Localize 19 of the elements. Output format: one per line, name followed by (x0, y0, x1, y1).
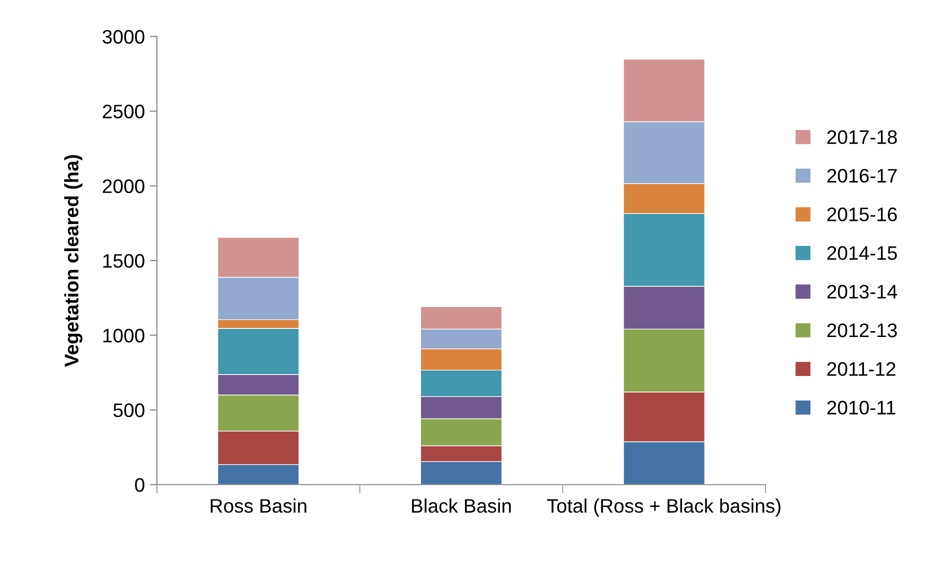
y-tick-label: 2500 (102, 104, 144, 118)
x-tick-label: Ross Basin (210, 498, 306, 513)
y-tick-label: 3000 (102, 30, 144, 44)
legend-label: 2016-17 (827, 168, 897, 183)
y-tick-label: 1000 (103, 328, 144, 342)
legend-label: 2015-16 (827, 208, 897, 222)
x-tick-label: Black Basin (412, 498, 511, 513)
y-tick-label: 0 (135, 478, 144, 492)
legend-label: 2017-18 (827, 130, 897, 144)
y-axis-title: Vegetation cleared (ha) (64, 155, 82, 367)
y-tick-label: 2000 (102, 179, 144, 194)
x-tick-label: Total (Ross + Black basins) (547, 498, 780, 517)
y-tick-label: 1500 (103, 254, 144, 268)
legend-label: 2010-11 (827, 400, 896, 415)
y-tick-label: 500 (113, 403, 144, 418)
legend-label: 2013-14 (827, 284, 898, 299)
legend-label: 2014-15 (827, 246, 897, 260)
legend-label: 2012-13 (827, 323, 897, 338)
legend-label: 2011-12 (827, 362, 896, 376)
